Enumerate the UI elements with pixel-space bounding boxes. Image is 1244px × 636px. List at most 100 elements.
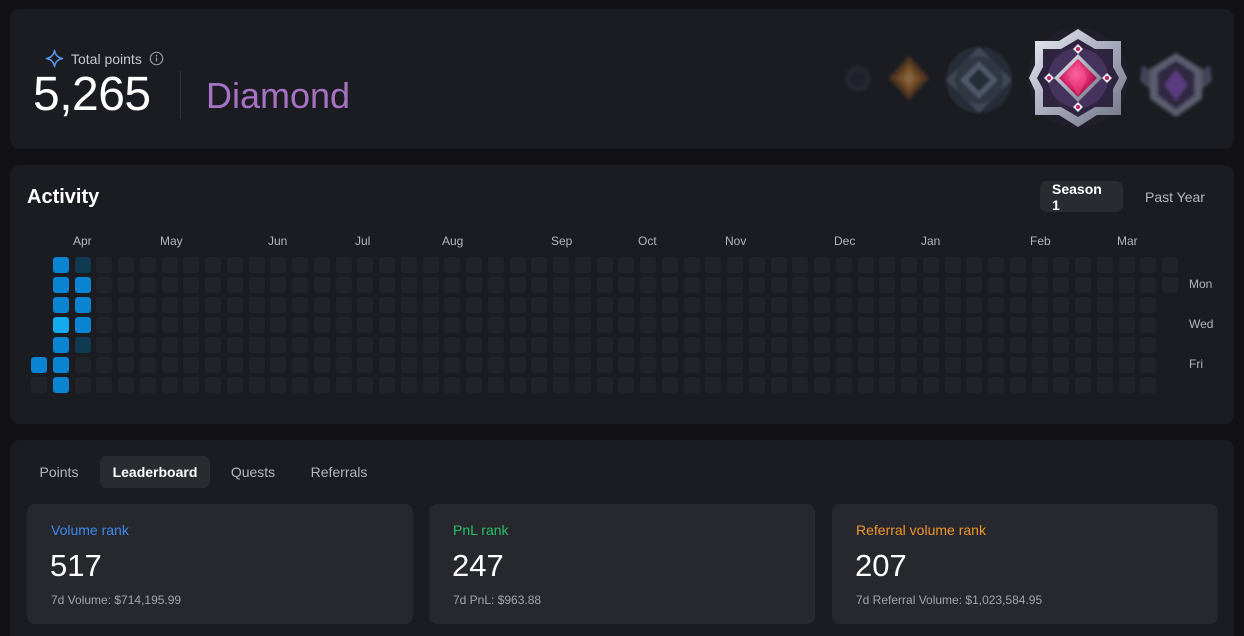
activity-day-cell[interactable] xyxy=(923,337,939,353)
activity-day-cell[interactable] xyxy=(183,277,199,293)
activity-day-cell[interactable] xyxy=(488,277,504,293)
activity-day-cell[interactable] xyxy=(183,297,199,313)
activity-day-cell[interactable] xyxy=(466,317,482,333)
activity-day-cell[interactable] xyxy=(662,257,678,273)
activity-day-cell[interactable] xyxy=(1010,277,1026,293)
activity-day-cell[interactable] xyxy=(858,377,874,393)
activity-day-cell[interactable] xyxy=(640,257,656,273)
activity-day-cell[interactable] xyxy=(162,277,178,293)
activity-day-cell[interactable] xyxy=(444,257,460,273)
activity-day-cell[interactable] xyxy=(357,337,373,353)
activity-day-cell[interactable] xyxy=(401,297,417,313)
activity-day-cell[interactable] xyxy=(640,377,656,393)
tab-quests[interactable]: Quests xyxy=(230,464,276,480)
activity-day-cell[interactable] xyxy=(227,277,243,293)
activity-day-cell[interactable] xyxy=(270,317,286,333)
activity-day-cell[interactable] xyxy=(96,257,112,273)
activity-day-cell[interactable] xyxy=(336,257,352,273)
activity-day-cell[interactable] xyxy=(423,317,439,333)
activity-day-cell[interactable] xyxy=(270,277,286,293)
activity-day-cell[interactable] xyxy=(75,297,91,313)
activity-day-cell[interactable] xyxy=(423,377,439,393)
activity-day-cell[interactable] xyxy=(510,257,526,273)
activity-day-cell[interactable] xyxy=(814,317,830,333)
activity-day-cell[interactable] xyxy=(662,297,678,313)
activity-day-cell[interactable] xyxy=(727,317,743,333)
activity-day-cell[interactable] xyxy=(118,377,134,393)
activity-day-cell[interactable] xyxy=(510,377,526,393)
activity-day-cell[interactable] xyxy=(510,357,526,373)
activity-day-cell[interactable] xyxy=(705,297,721,313)
activity-day-cell[interactable] xyxy=(1097,317,1113,333)
activity-day-cell[interactable] xyxy=(292,257,308,273)
activity-day-cell[interactable] xyxy=(53,377,69,393)
activity-day-cell[interactable] xyxy=(162,357,178,373)
activity-day-cell[interactable] xyxy=(879,257,895,273)
activity-day-cell[interactable] xyxy=(705,257,721,273)
activity-day-cell[interactable] xyxy=(205,357,221,373)
activity-day-cell[interactable] xyxy=(1140,337,1156,353)
activity-day-cell[interactable] xyxy=(1053,317,1069,333)
activity-day-cell[interactable] xyxy=(858,337,874,353)
activity-day-cell[interactable] xyxy=(270,337,286,353)
activity-day-cell[interactable] xyxy=(270,377,286,393)
activity-day-cell[interactable] xyxy=(379,377,395,393)
activity-day-cell[interactable] xyxy=(379,277,395,293)
activity-day-cell[interactable] xyxy=(227,377,243,393)
activity-day-cell[interactable] xyxy=(466,277,482,293)
activity-day-cell[interactable] xyxy=(162,377,178,393)
activity-day-cell[interactable] xyxy=(249,257,265,273)
activity-day-cell[interactable] xyxy=(466,357,482,373)
activity-day-cell[interactable] xyxy=(1162,257,1178,273)
activity-day-cell[interactable] xyxy=(684,257,700,273)
activity-day-cell[interactable] xyxy=(662,357,678,373)
activity-day-cell[interactable] xyxy=(1010,377,1026,393)
activity-day-cell[interactable] xyxy=(314,257,330,273)
activity-day-cell[interactable] xyxy=(401,357,417,373)
activity-day-cell[interactable] xyxy=(249,357,265,373)
activity-day-cell[interactable] xyxy=(227,317,243,333)
info-icon[interactable] xyxy=(149,51,164,66)
activity-day-cell[interactable] xyxy=(118,297,134,313)
activity-day-cell[interactable] xyxy=(510,317,526,333)
activity-day-cell[interactable] xyxy=(336,277,352,293)
activity-day-cell[interactable] xyxy=(1053,357,1069,373)
activity-day-cell[interactable] xyxy=(1010,357,1026,373)
activity-day-cell[interactable] xyxy=(988,277,1004,293)
activity-day-cell[interactable] xyxy=(1119,257,1135,273)
activity-day-cell[interactable] xyxy=(1010,257,1026,273)
activity-day-cell[interactable] xyxy=(966,277,982,293)
activity-day-cell[interactable] xyxy=(705,317,721,333)
activity-day-cell[interactable] xyxy=(1075,317,1091,333)
activity-day-cell[interactable] xyxy=(423,357,439,373)
activity-day-cell[interactable] xyxy=(836,377,852,393)
activity-day-cell[interactable] xyxy=(357,277,373,293)
activity-day-cell[interactable] xyxy=(597,377,613,393)
activity-day-cell[interactable] xyxy=(597,257,613,273)
activity-day-cell[interactable] xyxy=(945,297,961,313)
activity-day-cell[interactable] xyxy=(140,297,156,313)
activity-day-cell[interactable] xyxy=(510,277,526,293)
activity-day-cell[interactable] xyxy=(53,317,69,333)
activity-day-cell[interactable] xyxy=(531,377,547,393)
activity-day-cell[interactable] xyxy=(531,297,547,313)
activity-day-cell[interactable] xyxy=(684,317,700,333)
activity-day-cell[interactable] xyxy=(1097,277,1113,293)
activity-day-cell[interactable] xyxy=(140,257,156,273)
activity-day-cell[interactable] xyxy=(531,257,547,273)
activity-day-cell[interactable] xyxy=(575,297,591,313)
activity-day-cell[interactable] xyxy=(444,337,460,353)
activity-day-cell[interactable] xyxy=(140,357,156,373)
activity-day-cell[interactable] xyxy=(357,377,373,393)
activity-day-cell[interactable] xyxy=(836,257,852,273)
activity-day-cell[interactable] xyxy=(1140,357,1156,373)
activity-day-cell[interactable] xyxy=(945,337,961,353)
activity-day-cell[interactable] xyxy=(75,317,91,333)
activity-day-cell[interactable] xyxy=(858,257,874,273)
activity-day-cell[interactable] xyxy=(1053,377,1069,393)
activity-day-cell[interactable] xyxy=(205,377,221,393)
activity-day-cell[interactable] xyxy=(575,277,591,293)
activity-day-cell[interactable] xyxy=(749,317,765,333)
activity-day-cell[interactable] xyxy=(1032,297,1048,313)
activity-day-cell[interactable] xyxy=(488,297,504,313)
